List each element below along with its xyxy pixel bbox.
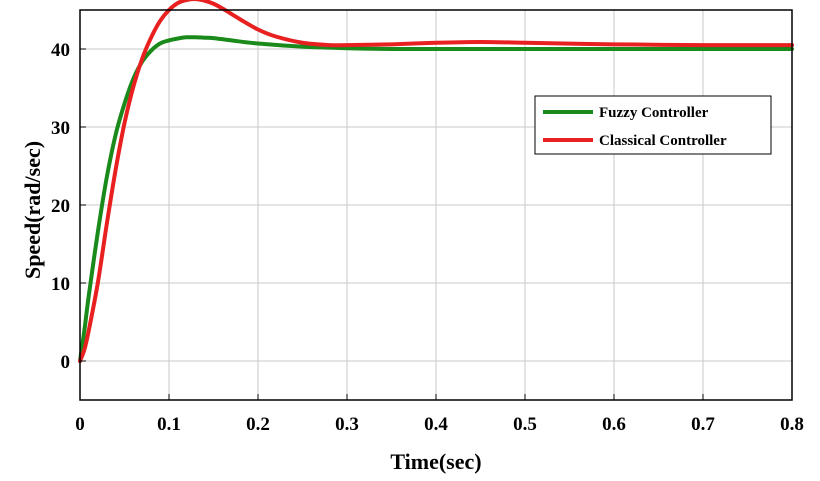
tick-labels: 0 0.1 0.2 0.3 0.4 0.5 0.6 0.7 0.8 0 10 20 30 40 [51, 40, 804, 435]
x-tick-label: 0.6 [602, 414, 626, 435]
y-tick-label: 0 [61, 352, 71, 373]
legend: Fuzzy Controller Classical Controller [534, 95, 772, 155]
series-line-1 [78, 0, 794, 363]
y-tick-label: 30 [51, 118, 70, 139]
legend-box [534, 95, 772, 155]
x-tick-label: 0.8 [780, 414, 804, 435]
legend-label: Fuzzy Controller [599, 105, 709, 121]
x-tick-label: 0.1 [157, 414, 181, 435]
x-axis-label: Time(sec) [390, 449, 481, 474]
x-tick-label: 0.2 [246, 414, 270, 435]
series-line-0 [78, 35, 794, 363]
series-lines [78, 0, 794, 363]
y-tick-label: 20 [51, 196, 70, 217]
x-tick-label: 0 [75, 414, 85, 435]
legend-label: Classical Controller [599, 133, 727, 149]
grid [80, 10, 792, 400]
x-tick-label: 0.5 [513, 414, 537, 435]
y-tick-label: 10 [51, 274, 70, 295]
y-axis-label: Speed(rad/sec) [20, 141, 45, 279]
y-tick-label: 40 [51, 40, 70, 61]
x-tick-label: 0.4 [424, 414, 448, 435]
x-tick-label: 0.3 [335, 414, 359, 435]
x-tick-label: 0.7 [691, 414, 715, 435]
